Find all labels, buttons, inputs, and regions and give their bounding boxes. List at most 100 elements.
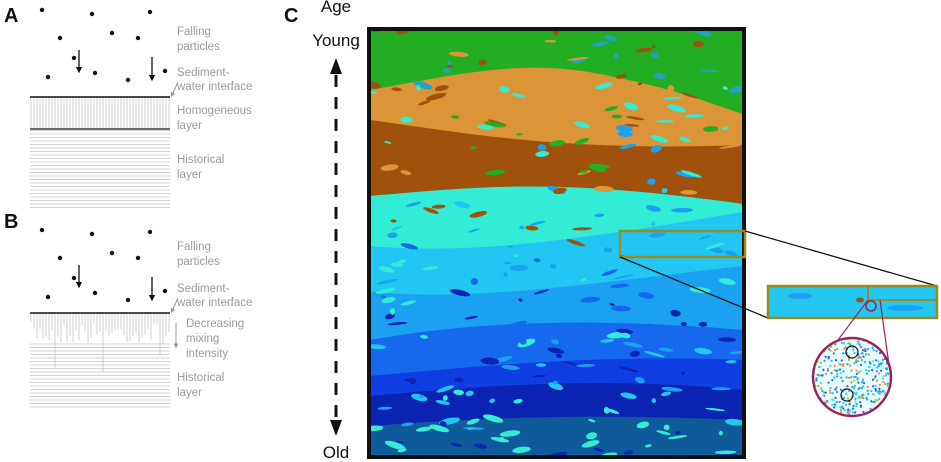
grain <box>629 350 640 357</box>
micro-particle <box>862 355 865 358</box>
grain <box>478 59 487 66</box>
micro-particle <box>874 388 877 391</box>
micro-particle <box>828 389 831 392</box>
grain <box>391 87 402 92</box>
grain <box>594 185 614 193</box>
grain <box>480 357 500 365</box>
grain <box>656 430 671 435</box>
micro-particle <box>822 394 825 397</box>
grain <box>380 164 399 171</box>
micro-particle <box>866 385 869 388</box>
grain <box>376 279 398 285</box>
annotation: Falling <box>177 26 211 38</box>
grain <box>576 364 595 368</box>
particle <box>109 30 115 36</box>
micro-particle <box>844 403 848 406</box>
micro-particle <box>841 364 845 368</box>
grain <box>400 243 418 250</box>
grain <box>401 422 414 427</box>
micro-particle <box>819 387 823 390</box>
micro-particle <box>862 410 865 413</box>
micro-particle <box>833 403 836 406</box>
micro-particle <box>846 363 849 366</box>
micro-particle <box>867 392 870 396</box>
grain <box>435 399 450 405</box>
grain <box>679 136 691 143</box>
grain <box>718 430 723 436</box>
grain <box>705 407 726 412</box>
grain <box>429 424 450 433</box>
grain <box>550 264 557 269</box>
grain <box>416 426 432 432</box>
micro-particle <box>835 400 839 403</box>
grain <box>856 297 864 303</box>
micro-particle <box>852 404 855 408</box>
micro-particle <box>819 361 823 364</box>
micro-particle <box>837 368 840 371</box>
micro-particle <box>867 338 870 339</box>
particle <box>92 290 98 296</box>
particle <box>89 231 95 237</box>
micro-particle <box>878 387 881 390</box>
grain <box>601 269 618 277</box>
micro-particle <box>848 402 851 406</box>
grain <box>591 41 609 47</box>
grain <box>490 437 510 443</box>
micro-particle <box>853 384 857 388</box>
grain <box>724 418 743 426</box>
micro-particle <box>877 410 880 414</box>
grain <box>580 278 587 282</box>
grains <box>370 30 743 456</box>
grain <box>593 447 604 453</box>
micro-particle <box>840 341 844 344</box>
micro-particle <box>862 382 866 385</box>
panel-c: C Age Young Old <box>284 0 939 462</box>
micro-particle <box>878 352 882 355</box>
grain <box>405 201 422 207</box>
micro-particle <box>813 400 815 403</box>
grain <box>465 390 474 397</box>
grain <box>574 121 590 128</box>
micro-particle <box>875 379 879 382</box>
micro-particle <box>861 352 864 355</box>
grain <box>434 85 449 92</box>
micro-particle <box>887 372 890 375</box>
micro-particle <box>873 363 876 367</box>
micro-particle <box>839 406 842 409</box>
micro-particle <box>840 359 843 362</box>
grain <box>670 309 681 317</box>
panel-label: C <box>284 5 298 27</box>
grain <box>650 145 662 153</box>
grain <box>431 204 446 209</box>
grain <box>537 144 547 151</box>
grain <box>887 305 923 311</box>
grain <box>400 116 413 123</box>
micro-particle <box>816 402 819 405</box>
micro-particle <box>868 365 871 369</box>
grain <box>519 338 527 345</box>
micro-particle <box>875 350 878 353</box>
micro-particle <box>827 381 830 384</box>
grain <box>718 278 736 286</box>
grain <box>563 361 577 366</box>
micro-particle <box>824 391 827 394</box>
grain <box>662 96 683 100</box>
micro-particle <box>830 359 833 362</box>
grain <box>384 141 392 144</box>
micro-particle <box>849 376 853 379</box>
micro-particle <box>890 361 891 365</box>
grain <box>580 385 586 393</box>
micro-particle <box>855 360 858 363</box>
grain <box>680 190 698 195</box>
grain <box>535 151 549 157</box>
micro-particle <box>848 409 852 412</box>
micro-particle <box>818 339 821 342</box>
annotation: Homogeneous <box>177 105 252 117</box>
micro-particle <box>821 342 824 345</box>
zoom-view <box>766 284 939 320</box>
grain <box>594 82 613 90</box>
micro-particle <box>840 376 843 379</box>
micro-particle <box>862 349 865 352</box>
micro-particle <box>842 342 846 345</box>
